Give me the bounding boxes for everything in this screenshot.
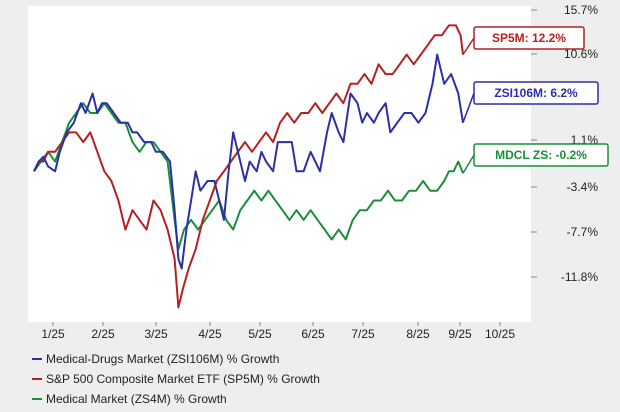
legend-swatch	[32, 398, 42, 400]
x-tick-label: 1/25	[41, 327, 65, 341]
end-label-box	[473, 81, 599, 105]
x-tick-label: 5/25	[248, 327, 272, 341]
legend-item: Medical Market (ZS4M) % Growth	[32, 389, 320, 409]
legend-label: S&P 500 Composite Market ETF (SP5M) % Gr…	[46, 372, 320, 386]
legend-swatch	[32, 378, 42, 380]
x-tick-label: 10/25	[485, 327, 515, 341]
series-lines	[33, 24, 464, 309]
end-label-text: SP5M: 12.2%	[492, 31, 566, 45]
legend: Medical-Drugs Market (ZSI106M) % Growth S…	[32, 349, 320, 409]
y-tick-label: -3.4%	[567, 180, 599, 194]
end-label-connector	[462, 92, 475, 123]
y-tick-label: -11.8%	[561, 270, 598, 284]
end-label-text: MDCL ZS: -0.2%	[495, 148, 587, 162]
x-tick-label: 7/25	[351, 327, 375, 341]
legend-swatch	[32, 358, 42, 360]
series-line	[33, 53, 464, 270]
x-tick-label: 8/25	[406, 327, 430, 341]
y-tick-label: -7.7%	[567, 225, 599, 239]
legend-item: S&P 500 Composite Market ETF (SP5M) % Gr…	[32, 369, 320, 389]
end-label-text: ZSI106M: 6.2%	[494, 86, 578, 100]
legend-item: Medical-Drugs Market (ZSI106M) % Growth	[32, 349, 320, 369]
series-end-labels: ZSI106M: 6.2% SP5M: 12.2% MDCL ZS: -0.2%	[462, 26, 609, 174]
x-tick-label: 2/25	[91, 327, 115, 341]
x-tick-label: 6/25	[301, 327, 325, 341]
series-line	[33, 102, 464, 251]
x-tick-label: 3/25	[144, 327, 168, 341]
x-axis: 1/25 2/25 3/25 4/25 5/25 6/25 7/25 8/25 9/25 10/2…	[41, 322, 515, 341]
plot-area	[28, 6, 531, 322]
x-tick-label: 4/25	[198, 327, 222, 341]
y-tick-label: 10.6%	[564, 47, 598, 61]
legend-label: Medical Market (ZS4M) % Growth	[46, 392, 227, 406]
end-label-connector	[462, 154, 475, 174]
y-tick-label: 15.7%	[564, 3, 598, 17]
end-label-box	[473, 26, 585, 50]
series-line	[33, 24, 464, 309]
end-label-box	[473, 143, 609, 167]
x-tick-label: 9/25	[448, 327, 472, 341]
legend-label: Medical-Drugs Market (ZSI106M) % Growth	[46, 352, 280, 366]
end-label-connector	[462, 37, 475, 56]
y-axis: 15.7%10.6%1.1%-3.4%-7.7%-11.8%	[531, 3, 598, 284]
